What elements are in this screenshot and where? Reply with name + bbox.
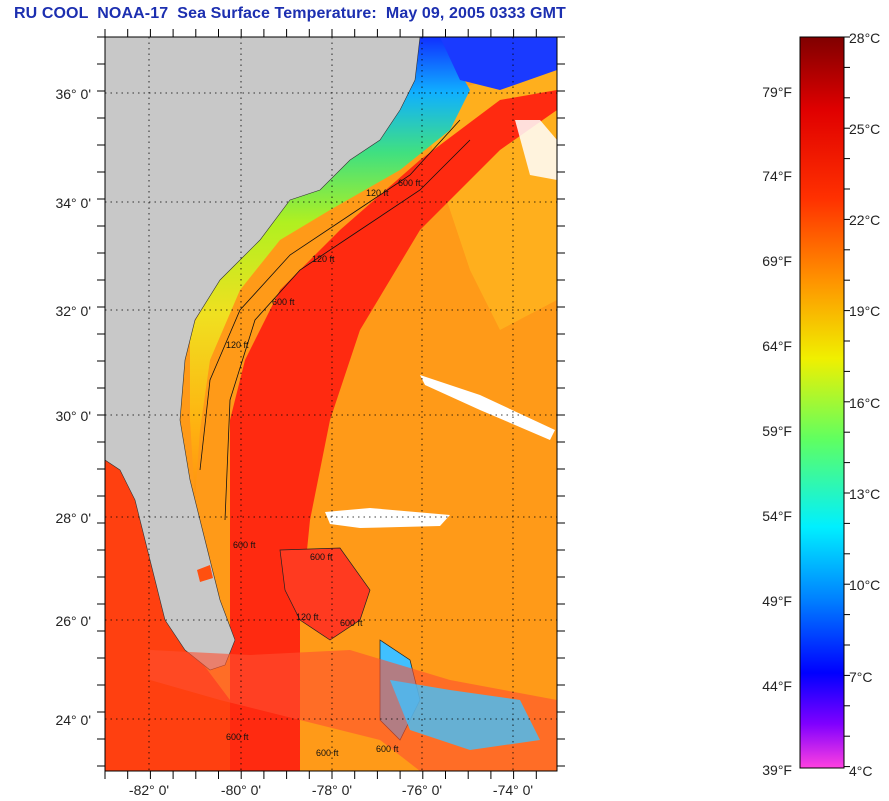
lat-label: 34° 0'	[55, 195, 91, 211]
contour-label: 600 ft	[340, 618, 363, 628]
colorbar-f-label: 44°F	[762, 678, 792, 694]
contour-label: 600 ft	[316, 748, 339, 758]
colorbar: 79°F 74°F 69°F 64°F 59°F 54°F 49°F 44°F …	[762, 30, 880, 779]
contour-600ft	[224, 139, 471, 521]
lat-label: 36° 0'	[55, 86, 91, 102]
contour-label: 120 ft	[296, 612, 319, 622]
contour-label: 120 ft	[366, 188, 389, 198]
contour-label: 600 ft	[272, 297, 295, 307]
cloud-patch-ne	[515, 120, 557, 180]
lon-label: -76° 0'	[402, 782, 442, 798]
graticule	[105, 37, 557, 771]
contour-labels: 120 ft 600 ft 120 ft 600 ft 120 ft 600 f…	[226, 178, 421, 758]
gulf-stream	[230, 90, 557, 771]
colorbar-f-label: 74°F	[762, 168, 792, 184]
cloud-band-1	[325, 508, 450, 528]
colorbar-f-label: 69°F	[762, 253, 792, 269]
longitude-labels: -82° 0' -80° 0' -78° 0' -76° 0' -74° 0'	[129, 782, 533, 798]
colorbar-c-label: 13°C	[849, 486, 880, 502]
contour-label: 600 ft	[376, 744, 399, 754]
land-mass	[105, 37, 421, 671]
contour-label: 120 ft	[226, 340, 249, 350]
lon-label: -80° 0'	[221, 782, 261, 798]
lat-label: 24° 0'	[55, 712, 91, 728]
colorbar-c-label: 19°C	[849, 303, 880, 319]
colorbar-f-label: 54°F	[762, 508, 792, 524]
colorbar-f-label: 49°F	[762, 593, 792, 609]
lat-label: 32° 0'	[55, 303, 91, 319]
colorbar-f-label: 59°F	[762, 423, 792, 439]
colorbar-c-label: 28°C	[849, 30, 880, 46]
colorbar-c-label: 22°C	[849, 212, 880, 228]
map-ticks	[97, 29, 565, 779]
colorbar-f-label: 64°F	[762, 338, 792, 354]
map-frame	[104, 36, 558, 772]
cold-patch-south	[390, 680, 540, 750]
latitude-labels: 36° 0' 34° 0' 32° 0' 30° 0' 28° 0' 26° 0…	[55, 86, 91, 728]
colorbar-f-label: 79°F	[762, 84, 792, 100]
colorbar-f-label: 39°F	[762, 762, 792, 778]
cold-water-north	[440, 37, 557, 90]
contour-label: 600 ft	[226, 732, 249, 742]
colorbar-c-label: 16°C	[849, 395, 880, 411]
colorbar-c-label: 4°C	[849, 763, 873, 779]
lat-label: 26° 0'	[55, 613, 91, 629]
contour-120ft	[199, 119, 461, 471]
contour-label: 600 ft	[310, 552, 333, 562]
colorbar-c-label: 25°C	[849, 121, 880, 137]
lon-label: -78° 0'	[312, 782, 352, 798]
contour-label: 120 ft	[312, 254, 335, 264]
colorbar-gradient	[799, 36, 845, 769]
contour-label: 600 ft	[233, 540, 256, 550]
lat-label: 30° 0'	[55, 408, 91, 424]
colorbar-c-label: 7°C	[849, 669, 873, 685]
map-area	[105, 37, 557, 771]
lon-label: -82° 0'	[129, 782, 169, 798]
colorbar-c-label: 10°C	[849, 577, 880, 593]
lon-label: -74° 0'	[493, 782, 533, 798]
map-title: RU COOL NOAA-17 Sea Surface Temperature:…	[14, 5, 566, 22]
lat-label: 28° 0'	[55, 510, 91, 526]
continental-shelf	[190, 37, 470, 500]
colorbar-ticks	[844, 36, 850, 768]
cloud-band-2	[420, 375, 555, 440]
lake-okeechobee	[197, 565, 213, 582]
bahamas-bank	[279, 547, 371, 641]
contour-label: 600 ft	[398, 178, 421, 188]
